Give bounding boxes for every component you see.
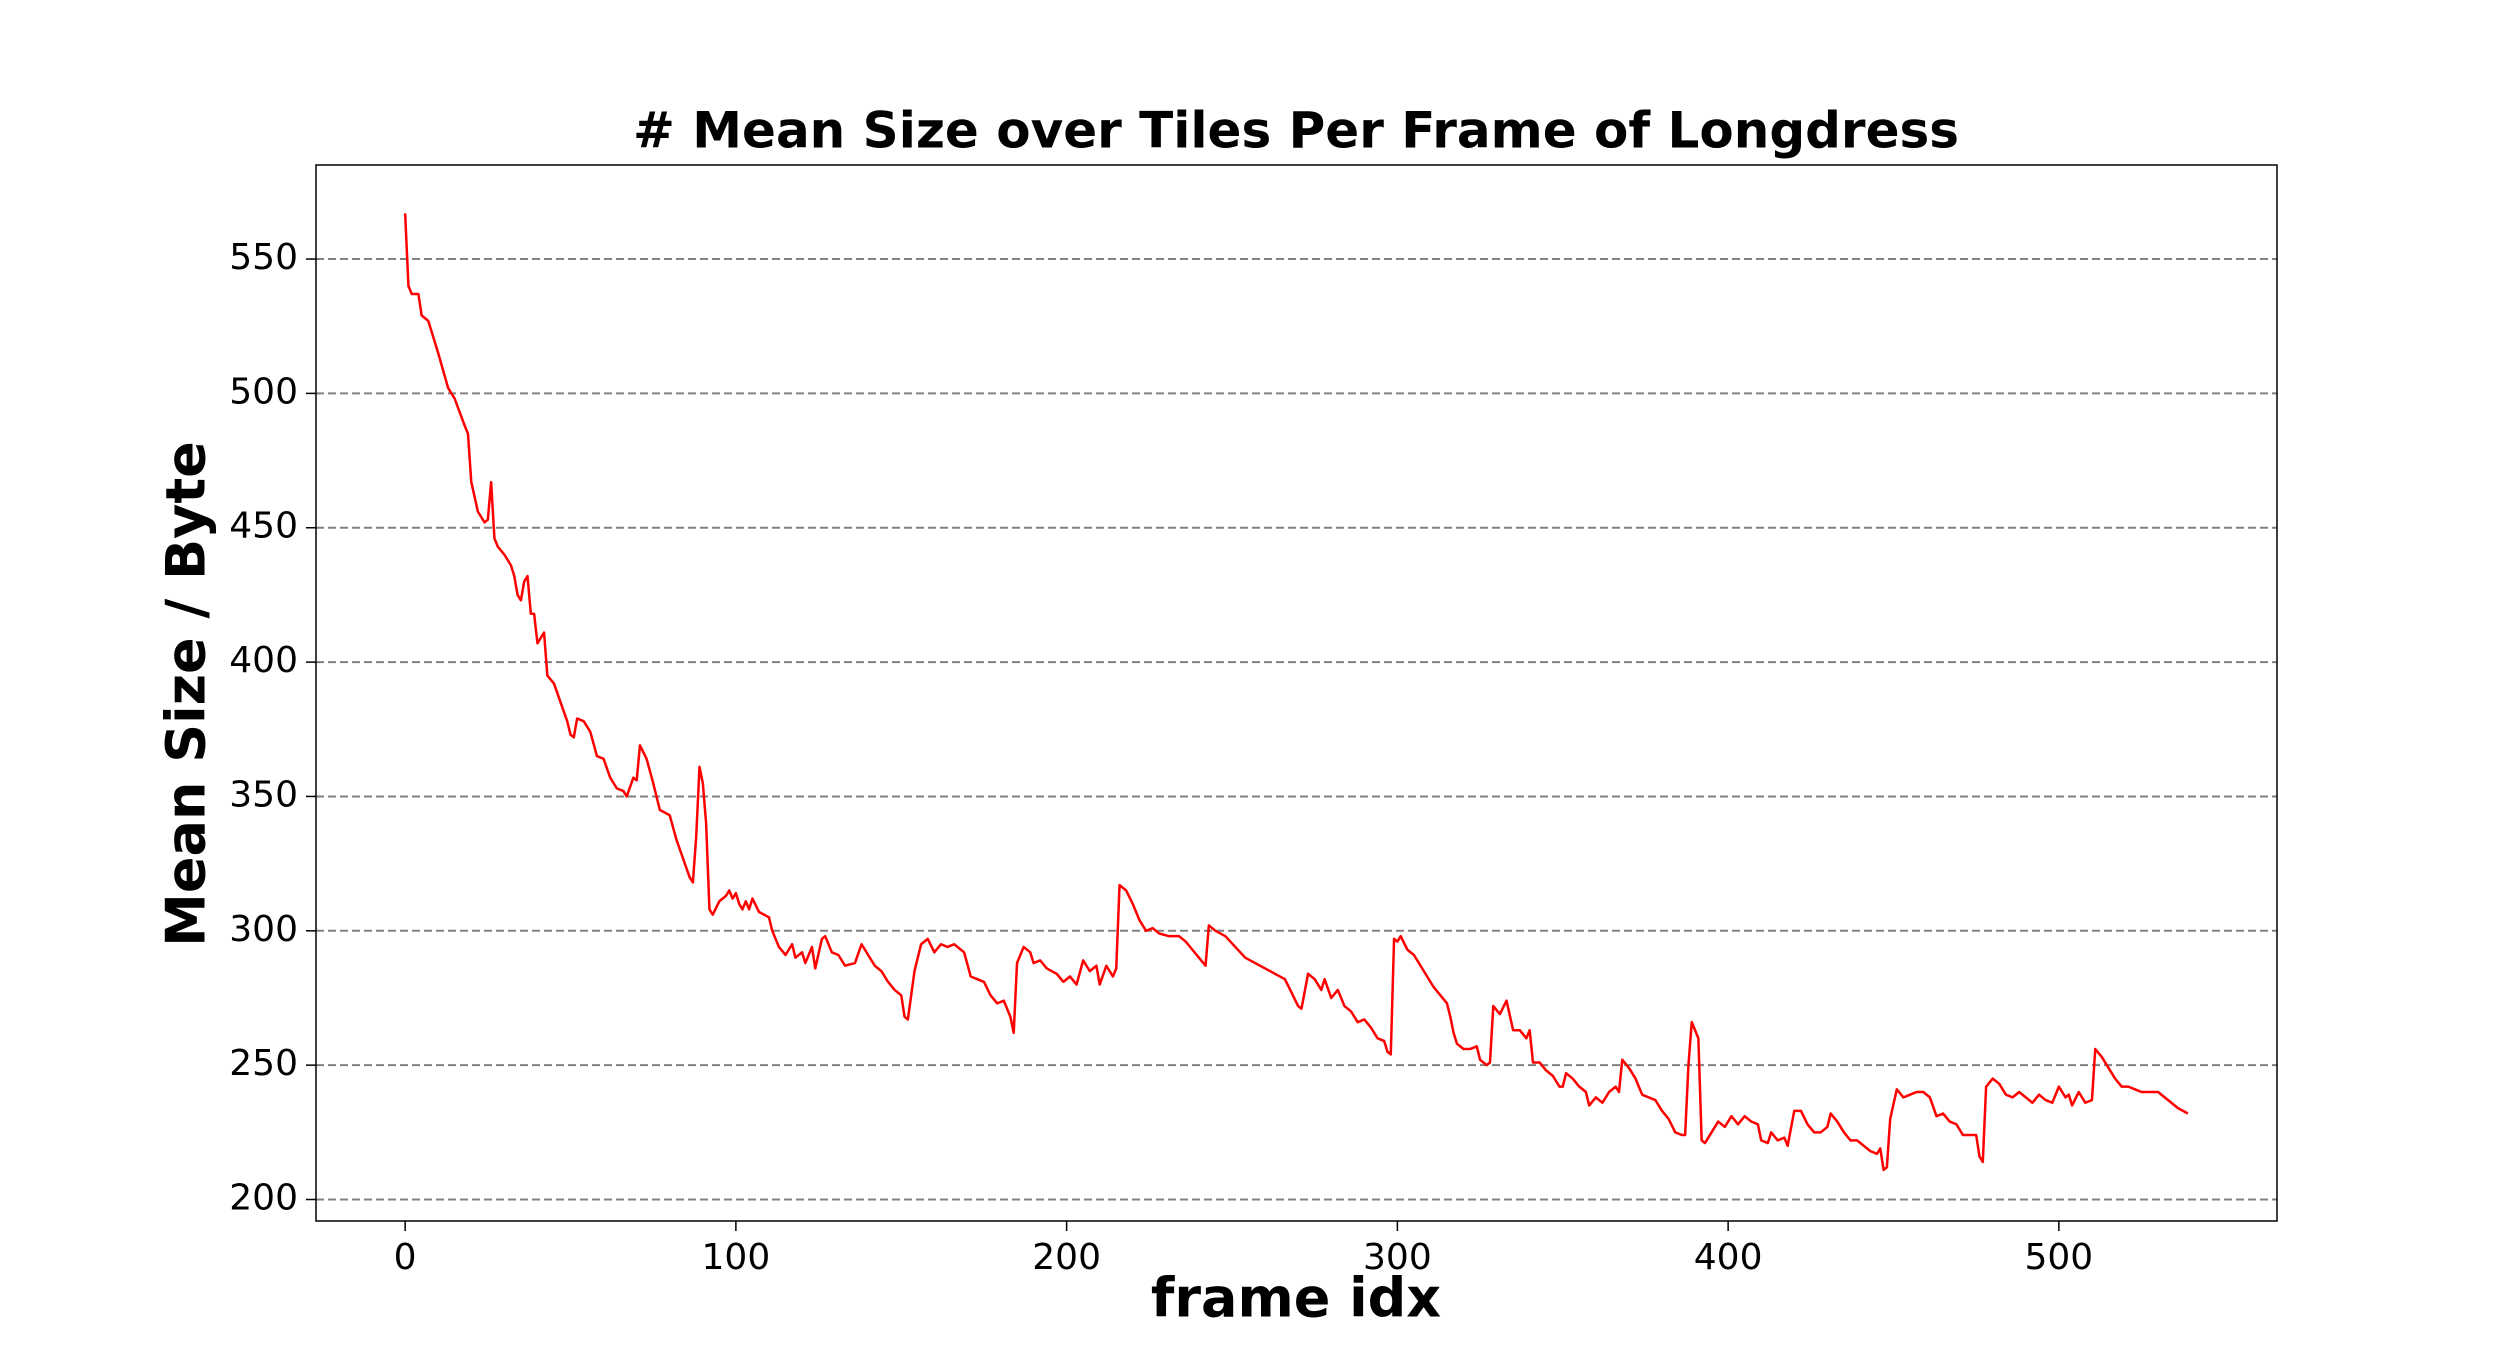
y-tick-label: 500 — [229, 371, 298, 412]
plot-frame — [315, 164, 2278, 1222]
y-tick-label: 400 — [229, 640, 298, 681]
y-tick-label: 300 — [229, 909, 298, 950]
y-axis-label: Mean Size / Byte — [155, 441, 218, 947]
y-tick-label: 350 — [229, 774, 298, 815]
x-tick-label: 300 — [1363, 1237, 1432, 1278]
x-tick-label: 0 — [394, 1237, 417, 1278]
y-tick-label: 550 — [229, 237, 298, 278]
x-axis-label: frame idx — [1151, 1267, 1441, 1330]
x-tick-label: 400 — [1694, 1237, 1763, 1278]
x-tick-label: 100 — [702, 1237, 771, 1278]
y-tick-label: 200 — [229, 1178, 298, 1219]
chart-title: # Mean Size over Tiles Per Frame of Long… — [633, 102, 1959, 160]
x-tick-label: 200 — [1032, 1237, 1101, 1278]
data-line — [403, 213, 2189, 1172]
y-tick-label: 250 — [229, 1043, 298, 1084]
x-tick-label: 500 — [2025, 1237, 2094, 1278]
y-tick-label: 450 — [229, 506, 298, 547]
